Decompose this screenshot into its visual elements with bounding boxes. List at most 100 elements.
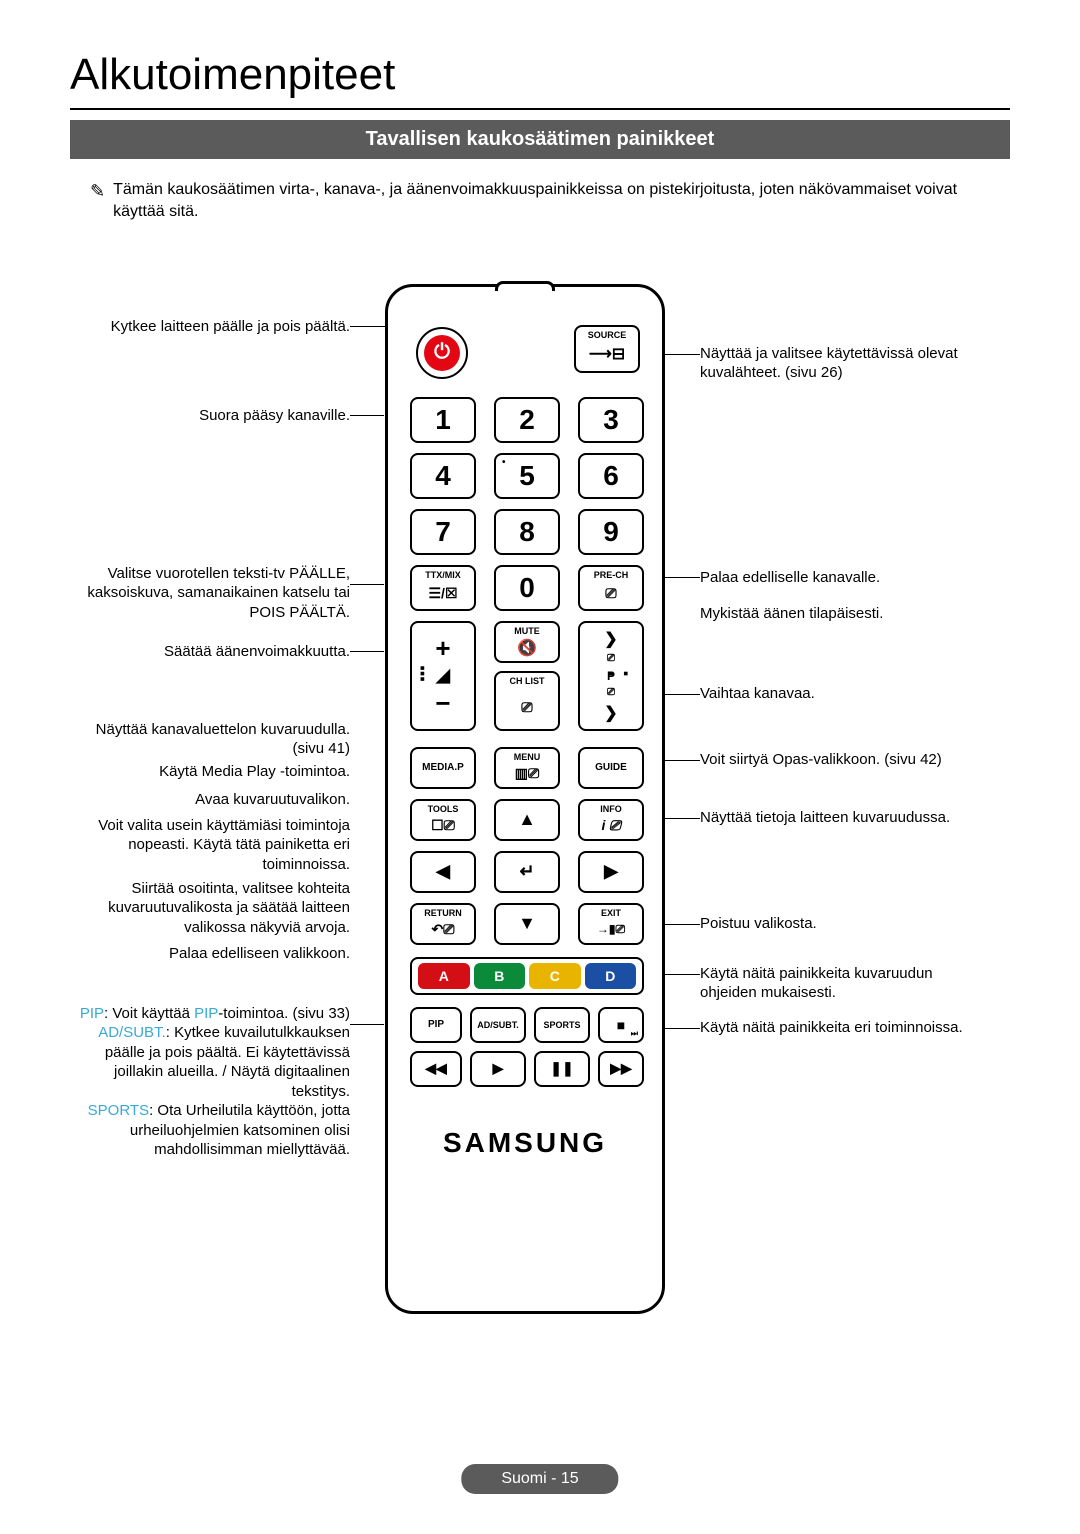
label-chlist: Näyttää kanavaluettelon kuvaruudulla. (s… <box>70 720 350 759</box>
nav-up-button[interactable]: ▲ <box>494 799 560 841</box>
ir-window <box>495 281 555 291</box>
menu-button[interactable]: MENU ▥⎚ <box>494 747 560 789</box>
stop-button[interactable]: ■⏭ <box>598 1007 644 1043</box>
mute-label: MUTE <box>496 626 558 636</box>
ttx-icon: ☰/☒ <box>429 585 458 602</box>
note-icon: ✎ <box>90 179 105 224</box>
color-buttons-row: A B C D <box>410 957 644 995</box>
braille-dots: ⠇ <box>418 671 433 681</box>
num-3-button[interactable]: 3 <box>578 397 644 443</box>
nav-left-button[interactable]: ◀ <box>410 851 476 893</box>
label-colors: Käytä näitä painikkeita kuvaruudun ohjei… <box>700 964 980 1003</box>
num-7-button[interactable]: 7 <box>410 509 476 555</box>
guide-button[interactable]: GUIDE <box>578 747 644 789</box>
ttx-label: TTX/MIX <box>412 570 474 580</box>
return-button[interactable]: RETURN ↶⎚ <box>410 903 476 945</box>
num-2-button[interactable]: 2 <box>494 397 560 443</box>
num-9-button[interactable]: 9 <box>578 509 644 555</box>
volume-rocker[interactable]: ⠇ + ◢ − <box>410 621 476 731</box>
vol-plus-icon: + <box>435 633 450 664</box>
exit-label: EXIT <box>580 908 642 918</box>
label-ch: Vaihtaa kanavaa. <box>700 684 980 704</box>
menu-icon: ▥⎚ <box>515 765 539 782</box>
line <box>664 354 700 355</box>
label-mute: Mykistää äänen tilapäisesti. <box>700 604 980 624</box>
vol-minus-icon: − <box>435 688 450 719</box>
label-transport: Käytä näitä painikkeita eri toiminnoissa… <box>700 1018 980 1038</box>
menu-label: MENU <box>496 752 558 762</box>
remote-diagram: Kytkee laitteen päälle ja pois päältä. S… <box>70 284 1010 1314</box>
line <box>664 974 700 975</box>
brand-logo: SAMSUNG <box>388 1127 662 1159</box>
exit-icon: →▮⎚ <box>597 922 625 937</box>
pause-button[interactable]: ❚❚ <box>534 1051 590 1087</box>
prech-icon: ⎚ <box>605 585 616 602</box>
prech-label: PRE-CH <box>580 570 642 580</box>
label-ttx: Valitse vuorotellen teksti-tv PÄÄLLE, ka… <box>70 564 350 623</box>
rewind-button[interactable]: ◀◀ <box>410 1051 462 1087</box>
ch-down-icon: ❯ <box>604 703 617 723</box>
label-source: Näyttää ja valitsee käytettävissä olevat… <box>700 344 980 383</box>
num-0-button[interactable]: 0 <box>494 565 560 611</box>
channel-rocker[interactable]: ⠂⠂ ❯ ⎚ P ⎚ ❯ <box>578 621 644 731</box>
num-5-button[interactable]: 5 <box>494 453 560 499</box>
num-4-button[interactable]: 4 <box>410 453 476 499</box>
line <box>664 818 700 819</box>
pip-term: PIP <box>194 1005 218 1022</box>
label-menu: Avaa kuvaruutuvalikon. <box>70 790 350 810</box>
note-text: Tämän kaukosäätimen virta-, kanava-, ja … <box>113 179 990 224</box>
chlist-button[interactable]: CH LIST ⎚ <box>494 671 560 731</box>
num-1-button[interactable]: 1 <box>410 397 476 443</box>
color-a-button[interactable]: A <box>418 963 470 989</box>
info-button[interactable]: INFO i ⎚ <box>578 799 644 841</box>
line <box>664 760 700 761</box>
prech-button[interactable]: PRE-CH ⎚ <box>578 565 644 611</box>
ttx-button[interactable]: TTX/MIX ☰/☒ <box>410 565 476 611</box>
mute-button[interactable]: MUTE 🔇 <box>494 621 560 663</box>
label-mediap: Käytä Media Play -toimintoa. <box>70 762 350 782</box>
tools-button[interactable]: TOOLS ☐⎚ <box>410 799 476 841</box>
power-button[interactable]: ⏻ <box>416 327 468 379</box>
info-icon: i ⎚ <box>602 817 621 834</box>
braille-dots: ⠂⠂ <box>607 671 636 681</box>
mute-icon: 🔇 <box>517 638 537 658</box>
num-6-button[interactable]: 6 <box>578 453 644 499</box>
color-d-button[interactable]: D <box>585 963 637 989</box>
label-power: Kytkee laitteen päälle ja pois päältä. <box>70 317 350 337</box>
section-title-bar: Tavallisen kaukosäätimen painikkeet <box>70 120 1010 159</box>
color-b-button[interactable]: B <box>474 963 526 989</box>
label-direct: Suora pääsy kanaville. <box>70 406 350 426</box>
source-icon: ⟶⊟ <box>589 344 625 364</box>
remote-column: ⏻ SOURCE ⟶⊟ 1 2 3 4 5 6 7 8 9 TTX/MIX ☰/… <box>385 284 665 1314</box>
fastforward-button[interactable]: ▶▶ <box>598 1051 644 1087</box>
exit-button[interactable]: EXIT →▮⎚ <box>578 903 644 945</box>
source-button[interactable]: SOURCE ⟶⊟ <box>574 325 640 373</box>
chlist-label: CH LIST <box>496 676 558 686</box>
num-8-button[interactable]: 8 <box>494 509 560 555</box>
sports-prefix: SPORTS <box>88 1102 149 1119</box>
play-button[interactable]: ▶ <box>470 1051 526 1087</box>
note: ✎ Tämän kaukosäätimen virta-, kanava-, j… <box>90 179 990 224</box>
line <box>350 415 384 416</box>
power-icon: ⏻ <box>424 335 460 371</box>
nav-down-button[interactable]: ▼ <box>494 903 560 945</box>
pip-suffix: -toimintoa. (sivu 33) <box>218 1005 350 1022</box>
tools-label: TOOLS <box>412 804 474 814</box>
color-c-button[interactable]: C <box>529 963 581 989</box>
pip-button[interactable]: PIP <box>410 1007 462 1043</box>
line <box>664 577 700 578</box>
label-info: Näyttää tietoja laitteen kuvaruudussa. <box>700 808 980 828</box>
pip-prefix: PIP <box>80 1005 104 1022</box>
vol-mid-icon: ◢ <box>436 665 450 686</box>
nav-right-button[interactable]: ▶ <box>578 851 644 893</box>
enter-button[interactable]: ↵ <box>494 851 560 893</box>
return-label: RETURN <box>412 908 474 918</box>
source-label: SOURCE <box>576 330 638 340</box>
page-title: Alkutoimenpiteet <box>70 50 1010 110</box>
mediap-button[interactable]: MEDIA.P <box>410 747 476 789</box>
line <box>350 584 384 585</box>
adsubt-button[interactable]: AD/SUBT. <box>470 1007 526 1043</box>
label-prech: Palaa edelliselle kanavalle. <box>700 568 980 588</box>
return-icon: ↶⎚ <box>432 921 455 938</box>
sports-button[interactable]: SPORTS <box>534 1007 590 1043</box>
